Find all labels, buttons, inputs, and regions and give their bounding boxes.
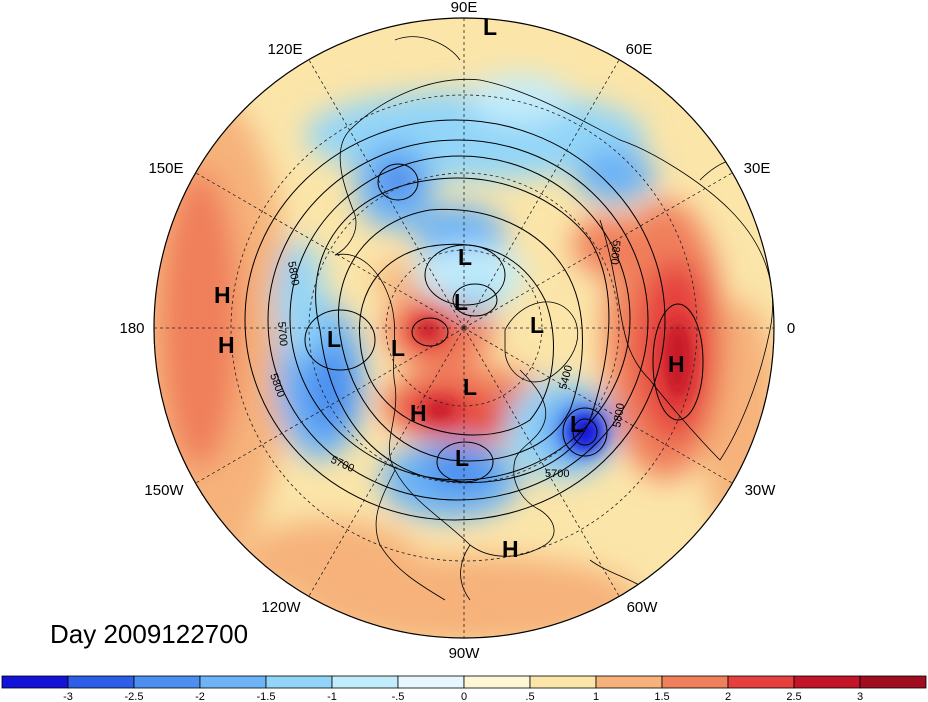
day-title: Day 2009122700 bbox=[50, 619, 249, 649]
graticule bbox=[154, 18, 774, 638]
colorbar-box bbox=[1, 675, 69, 689]
lon-label: 120W bbox=[261, 599, 301, 616]
colorbar: -3 -2.5 -2 -1.5 -1 -.5 0 .5 1 1.5 2 2.5 3 bbox=[1, 675, 927, 702]
colorbar-box bbox=[463, 675, 531, 689]
contour-label: 5700 bbox=[275, 321, 289, 346]
colorbar-tick-label: 2 bbox=[725, 691, 731, 702]
low-marker: L bbox=[570, 411, 584, 437]
colorbar-box bbox=[133, 675, 201, 689]
low-marker: L bbox=[458, 244, 472, 270]
colorbar-tick-label: 2.5 bbox=[786, 691, 801, 702]
colorbar-box bbox=[199, 675, 267, 689]
low-marker: L bbox=[327, 326, 341, 352]
high-marker: H bbox=[218, 332, 235, 358]
lon-label: 150E bbox=[148, 160, 183, 177]
lon-label: 90W bbox=[449, 645, 481, 662]
colorbar-box bbox=[859, 675, 927, 689]
colorbar-tick-label: 0 bbox=[461, 691, 467, 702]
colorbar-box bbox=[397, 675, 465, 689]
map-border bbox=[153, 17, 775, 639]
colorbar-tick-label: 1 bbox=[593, 691, 599, 702]
lon-label: 60E bbox=[626, 41, 653, 58]
colorbar-box bbox=[595, 675, 663, 689]
lon-label: 60W bbox=[627, 599, 659, 616]
colorbar-box bbox=[727, 675, 795, 689]
contour-label: 5800 bbox=[611, 402, 627, 428]
lon-label: 120E bbox=[267, 41, 302, 58]
low-marker: L bbox=[530, 312, 544, 338]
colorbar-box bbox=[331, 675, 399, 689]
contour-label: 5800 bbox=[285, 260, 301, 286]
colorbar-tick-label: -1.5 bbox=[257, 691, 276, 702]
lon-label: 180 bbox=[119, 320, 144, 337]
low-marker: L bbox=[454, 289, 468, 315]
lon-label: 90E bbox=[451, 0, 478, 16]
lon-label: 150W bbox=[144, 482, 184, 499]
contour-label: 5800 bbox=[608, 240, 622, 265]
high-marker: H bbox=[410, 400, 427, 426]
pressure-centers: L L L L L L L L L H H H H H bbox=[214, 14, 685, 562]
colorbar-box bbox=[67, 675, 135, 689]
colorbar-box bbox=[265, 675, 333, 689]
polar-stereographic-map: 90E 60E 30E 0 30W 60W 90W 120W 150W 180 … bbox=[119, 0, 795, 662]
colorbar-tick-label: -1 bbox=[327, 691, 337, 702]
colorbar-tick-label: -2 bbox=[195, 691, 205, 702]
colorbar-tick-label: .5 bbox=[525, 691, 534, 702]
low-marker: L bbox=[391, 335, 405, 361]
high-marker: H bbox=[214, 282, 231, 308]
anomaly-shading bbox=[154, 18, 774, 638]
high-marker: H bbox=[668, 351, 685, 377]
colorbar-tick-label: -3 bbox=[63, 691, 73, 702]
colorbar-tick-label: -2.5 bbox=[125, 691, 144, 702]
longitude-labels: 90E 60E 30E 0 30W 60W 90W 120W 150W 180 … bbox=[119, 0, 795, 662]
colorbar-tick-label: -.5 bbox=[392, 691, 405, 702]
colorbar-box bbox=[793, 675, 861, 689]
high-marker: H bbox=[502, 536, 519, 562]
low-marker: L bbox=[483, 14, 497, 40]
colorbar-box bbox=[529, 675, 597, 689]
low-marker: L bbox=[463, 374, 477, 400]
colorbar-box bbox=[661, 675, 729, 689]
low-marker: L bbox=[455, 445, 469, 471]
contour-label: 5700 bbox=[545, 468, 569, 480]
colorbar-tick-label: 1.5 bbox=[654, 691, 669, 702]
colorbar-tick-label: 3 bbox=[857, 691, 863, 702]
lon-label: 30W bbox=[745, 482, 777, 499]
lon-label: 30E bbox=[744, 160, 771, 177]
lon-label: 0 bbox=[787, 320, 795, 337]
height-contours bbox=[244, 119, 704, 521]
